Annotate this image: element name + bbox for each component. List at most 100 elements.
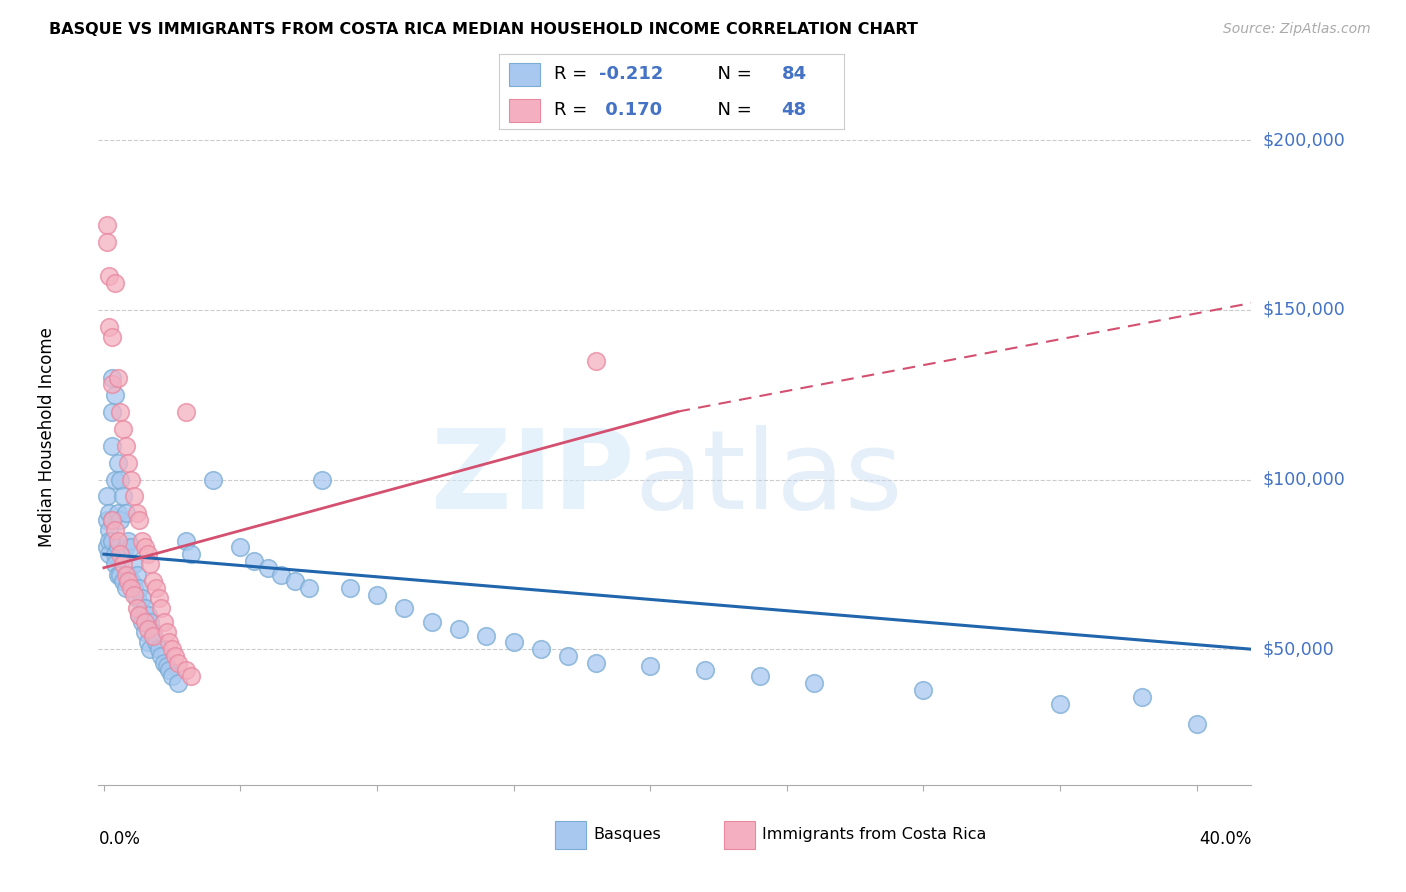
- Point: [139, 642, 162, 657]
- Point: [101, 533, 124, 548]
- Point: [114, 581, 136, 595]
- Point: [125, 507, 148, 521]
- Point: [174, 663, 197, 677]
- Point: [153, 656, 176, 670]
- Point: [104, 524, 127, 538]
- Point: [111, 490, 134, 504]
- Point: [122, 558, 145, 572]
- Point: [180, 547, 202, 561]
- Point: [114, 439, 136, 453]
- Point: [101, 330, 124, 344]
- Point: [139, 615, 162, 629]
- Text: ZIP: ZIP: [432, 425, 634, 533]
- Point: [120, 574, 142, 589]
- Point: [104, 547, 127, 561]
- Point: [107, 370, 129, 384]
- Point: [156, 659, 179, 673]
- Point: [122, 490, 145, 504]
- Point: [117, 533, 139, 548]
- Point: [131, 533, 153, 548]
- Point: [125, 601, 148, 615]
- Point: [128, 608, 150, 623]
- Point: [243, 554, 266, 568]
- Point: [117, 456, 139, 470]
- Text: Basques: Basques: [593, 828, 661, 842]
- Point: [131, 615, 153, 629]
- Point: [150, 648, 173, 663]
- Point: [110, 513, 132, 527]
- Point: [128, 581, 150, 595]
- Point: [117, 567, 139, 582]
- Point: [530, 642, 553, 657]
- Point: [174, 533, 197, 548]
- Point: [110, 547, 132, 561]
- Point: [142, 629, 165, 643]
- Point: [153, 615, 176, 629]
- Point: [107, 567, 129, 582]
- Point: [98, 268, 121, 283]
- Point: [311, 473, 333, 487]
- Point: [284, 574, 307, 589]
- Text: R =: R =: [554, 65, 593, 83]
- Point: [96, 218, 118, 232]
- FancyBboxPatch shape: [509, 99, 540, 122]
- Point: [136, 635, 159, 649]
- Text: R =: R =: [554, 101, 593, 119]
- Point: [120, 541, 142, 555]
- Point: [148, 642, 170, 657]
- Point: [145, 635, 167, 649]
- Point: [101, 513, 124, 527]
- Point: [366, 588, 388, 602]
- Point: [96, 541, 118, 555]
- Point: [107, 507, 129, 521]
- Point: [101, 404, 124, 418]
- Text: 84: 84: [782, 65, 807, 83]
- Point: [122, 588, 145, 602]
- Text: BASQUE VS IMMIGRANTS FROM COSTA RICA MEDIAN HOUSEHOLD INCOME CORRELATION CHART: BASQUE VS IMMIGRANTS FROM COSTA RICA MED…: [49, 22, 918, 37]
- Point: [1130, 690, 1153, 704]
- Point: [585, 353, 607, 368]
- Point: [101, 439, 124, 453]
- Point: [96, 235, 118, 249]
- Point: [111, 574, 134, 589]
- Point: [134, 615, 156, 629]
- Point: [148, 591, 170, 606]
- Point: [420, 615, 443, 629]
- Point: [748, 669, 770, 683]
- Point: [98, 524, 121, 538]
- Point: [142, 625, 165, 640]
- Point: [180, 669, 202, 683]
- Point: [160, 669, 183, 683]
- Point: [128, 608, 150, 623]
- Point: [693, 663, 716, 677]
- Point: [134, 625, 156, 640]
- Point: [107, 456, 129, 470]
- Point: [96, 513, 118, 527]
- Text: 40.0%: 40.0%: [1199, 830, 1251, 848]
- Point: [394, 601, 416, 615]
- Point: [111, 421, 134, 435]
- Point: [202, 473, 225, 487]
- Point: [1049, 697, 1071, 711]
- Point: [101, 370, 124, 384]
- Point: [159, 635, 181, 649]
- Point: [163, 648, 186, 663]
- Point: [912, 682, 935, 697]
- Text: 0.170: 0.170: [599, 101, 662, 119]
- Point: [585, 656, 607, 670]
- Point: [98, 319, 121, 334]
- Text: 48: 48: [782, 101, 807, 119]
- Point: [475, 629, 498, 643]
- Point: [803, 676, 825, 690]
- Point: [104, 387, 127, 401]
- Point: [107, 541, 129, 555]
- Point: [270, 567, 292, 582]
- Point: [256, 560, 278, 574]
- Point: [166, 656, 188, 670]
- Text: N =: N =: [706, 101, 758, 119]
- Point: [229, 541, 252, 555]
- Point: [104, 558, 127, 572]
- Point: [107, 533, 129, 548]
- Point: [120, 473, 142, 487]
- Point: [114, 567, 136, 582]
